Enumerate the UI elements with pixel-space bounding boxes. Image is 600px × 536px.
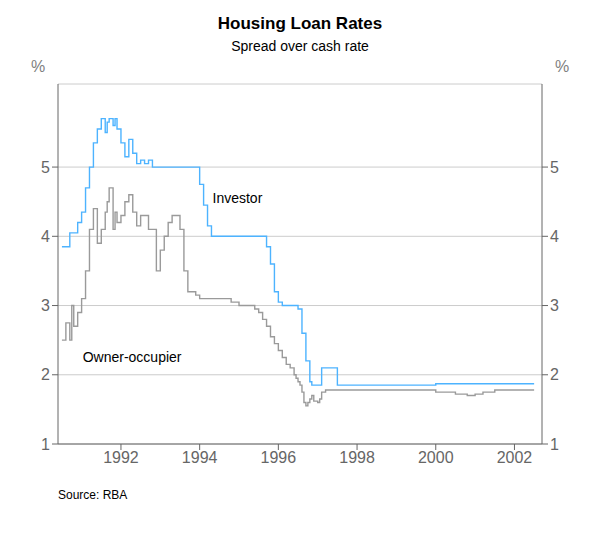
svg-text:Investor: Investor — [213, 190, 263, 206]
svg-text:%: % — [555, 58, 569, 75]
svg-text:1: 1 — [41, 436, 50, 453]
svg-text:2002: 2002 — [497, 449, 533, 466]
svg-text:1996: 1996 — [261, 449, 297, 466]
svg-text:1: 1 — [550, 436, 559, 453]
svg-text:3: 3 — [41, 297, 50, 314]
svg-text:5: 5 — [550, 159, 559, 176]
svg-text:1994: 1994 — [182, 449, 218, 466]
svg-text:1992: 1992 — [103, 449, 139, 466]
svg-text:4: 4 — [41, 228, 50, 245]
svg-text:5: 5 — [41, 159, 50, 176]
html-text:Housing Loan Rates: Housing Loan Rates — [217, 14, 383, 33]
svg-text:3: 3 — [550, 297, 559, 314]
svg-text:2000: 2000 — [418, 449, 454, 466]
svg-text:2: 2 — [41, 366, 50, 383]
html-text:Source: RBA: Source: RBA — [58, 488, 128, 502]
svg-text:Owner-occupier: Owner-occupier — [83, 349, 182, 365]
svg-text:1998: 1998 — [339, 449, 375, 466]
html-text:Spread over cash rate: Spread over cash rate — [231, 38, 369, 54]
svg-text:4: 4 — [550, 228, 559, 245]
svg-text:2: 2 — [550, 366, 559, 383]
svg-text:%: % — [31, 58, 45, 75]
